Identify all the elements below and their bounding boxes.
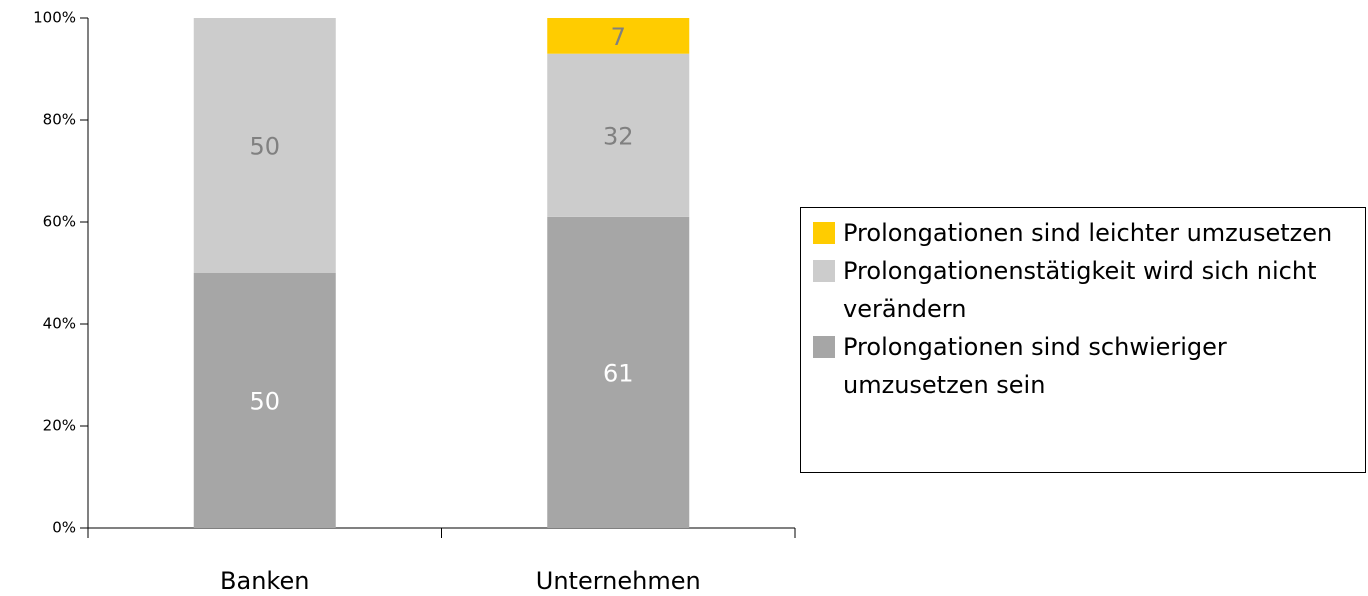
legend-item: Prolongationen sind schwieriger umzusetz… xyxy=(813,328,1355,404)
bar-segment xyxy=(547,216,690,528)
legend-swatch xyxy=(813,222,835,244)
legend-swatch xyxy=(813,336,835,358)
x-tick-label: Unternehmen xyxy=(536,567,701,595)
data-label: 32 xyxy=(603,122,634,150)
y-tick-label: 40% xyxy=(43,315,76,333)
y-tick-label: 20% xyxy=(43,417,76,435)
y-tick-label: 60% xyxy=(43,213,76,231)
y-tick-label: 100% xyxy=(33,9,76,27)
bar-segment xyxy=(547,53,690,217)
bar-segment xyxy=(547,18,690,54)
data-label: 7 xyxy=(611,23,626,51)
legend-label: Prolongationenstätigkeit wird sich nicht… xyxy=(843,257,1317,323)
x-tick-label: Banken xyxy=(220,567,309,595)
y-tick-label: 80% xyxy=(43,111,76,129)
bar-segment xyxy=(193,273,336,528)
data-label: 61 xyxy=(603,359,634,387)
bar-segment xyxy=(193,18,336,273)
legend-label: Prolongationen sind leichter umzusetzen xyxy=(843,219,1333,247)
legend-label: Prolongationen sind schwieriger umzusetz… xyxy=(843,333,1227,399)
legend: Prolongationen sind leichter umzusetzen P… xyxy=(800,207,1366,473)
legend-item: Prolongationenstätigkeit wird sich nicht… xyxy=(813,252,1355,328)
data-label: 50 xyxy=(249,388,280,416)
legend-swatch xyxy=(813,260,835,282)
data-label: 50 xyxy=(249,133,280,161)
legend-item: Prolongationen sind leichter umzusetzen xyxy=(813,214,1355,252)
y-tick-label: 0% xyxy=(52,519,76,537)
